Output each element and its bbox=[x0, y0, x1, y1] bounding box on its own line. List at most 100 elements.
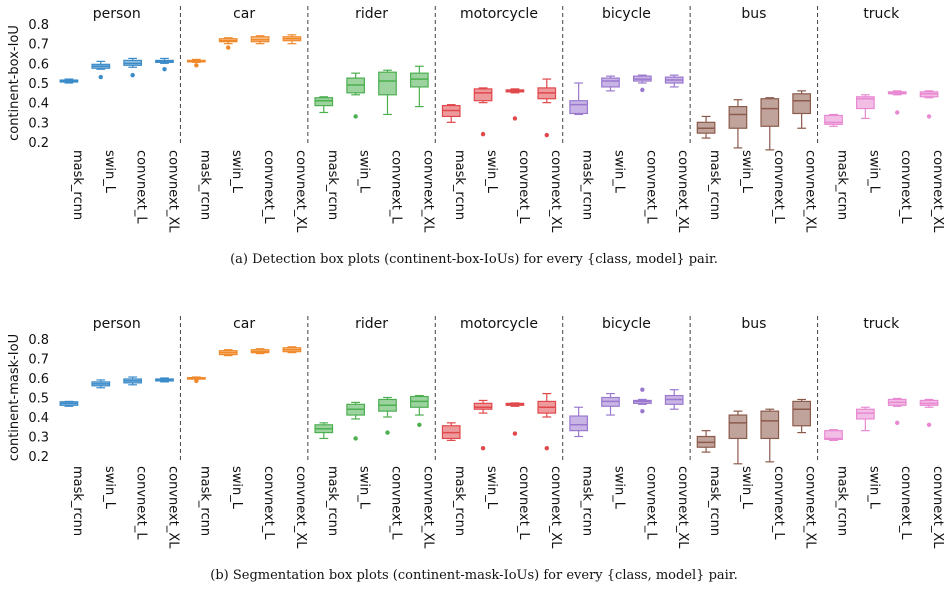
box-motorcycle-swin_L bbox=[473, 88, 493, 102]
x-tick-label: convnext_L bbox=[771, 466, 786, 540]
box-truck-mask_rcnn bbox=[824, 430, 843, 441]
x-tick-label: convnext_XL bbox=[675, 150, 690, 233]
outlier-point bbox=[194, 63, 199, 68]
group-title-person: person bbox=[93, 6, 141, 22]
x-tick-label: convnext_XL bbox=[548, 466, 563, 549]
x-tick-label: swin_L bbox=[102, 466, 117, 510]
x-tick-label: convnext_L bbox=[516, 466, 531, 540]
box-bus-convnext_L bbox=[760, 98, 780, 127]
x-tick-label: convnext_XL bbox=[166, 150, 181, 233]
x-tick-label: swin_L bbox=[229, 466, 244, 510]
outlier-point bbox=[895, 110, 900, 115]
group-title-bicycle: bicycle bbox=[602, 316, 651, 332]
outlier-point bbox=[640, 87, 645, 93]
x-tick-label: mask_rcnn bbox=[70, 466, 85, 536]
outlier-point bbox=[162, 67, 167, 72]
outlier-point bbox=[895, 420, 900, 426]
x-tick-label: mask_rcnn bbox=[707, 150, 722, 220]
box-truck-swin_L bbox=[855, 408, 875, 420]
group-title-motorcycle: motorcycle bbox=[460, 6, 538, 22]
x-tick-label: convnext_XL bbox=[166, 466, 181, 549]
y-tick-label: 0.6 bbox=[28, 57, 49, 72]
outlier-point bbox=[417, 422, 422, 427]
outlier-point bbox=[130, 72, 135, 78]
x-tick-label: convnext_L bbox=[516, 150, 531, 224]
group-title-car: car bbox=[233, 316, 255, 332]
box-rider-convnext_L bbox=[378, 71, 397, 96]
outlier-point bbox=[640, 408, 645, 414]
outlier-point bbox=[926, 422, 932, 427]
y-tick-label: 0.2 bbox=[28, 450, 49, 465]
x-tick-label: mask_rcnn bbox=[325, 150, 340, 220]
outlier-point bbox=[98, 74, 103, 80]
x-tick-label: convnext_L bbox=[898, 466, 913, 540]
x-tick-label: mask_rcnn bbox=[70, 150, 85, 220]
outlier-point bbox=[544, 132, 549, 138]
x-tick-label: convnext_XL bbox=[803, 150, 818, 233]
x-tick-label: convnext_L bbox=[898, 150, 913, 224]
caption-segmentation: (b) Segmentation box plots (continent-ma… bbox=[210, 568, 738, 583]
group-title-person: person bbox=[93, 316, 141, 332]
x-tick-label: swin_L bbox=[357, 150, 372, 194]
x-tick-label: convnext_L bbox=[389, 150, 404, 224]
x-tick-label: mask_rcnn bbox=[580, 466, 595, 536]
y-tick-label: 0.8 bbox=[28, 333, 49, 348]
y-tick-label: 0.5 bbox=[28, 392, 49, 407]
y-tick-label: 0.4 bbox=[28, 411, 49, 426]
group-title-truck: truck bbox=[863, 316, 900, 332]
x-tick-label: mask_rcnn bbox=[835, 150, 850, 220]
box-bus-swin_L bbox=[728, 105, 748, 129]
x-tick-label: convnext_XL bbox=[293, 466, 308, 549]
x-tick-label: swin_L bbox=[866, 466, 881, 510]
group-title-rider: rider bbox=[355, 6, 388, 22]
x-tick-label: convnext_XL bbox=[930, 150, 945, 233]
x-tick-label: swin_L bbox=[357, 466, 372, 510]
x-tick-label: swin_L bbox=[739, 466, 754, 510]
x-tick-label: convnext_L bbox=[261, 466, 276, 540]
x-tick-label: swin_L bbox=[484, 466, 499, 510]
outlier-point bbox=[226, 45, 231, 50]
x-tick-label: mask_rcnn bbox=[325, 466, 340, 536]
x-tick-label: convnext_L bbox=[643, 150, 658, 224]
y-tick-label: 0.7 bbox=[28, 353, 49, 368]
y-axis-label: continent-mask-IoU bbox=[7, 334, 22, 461]
segmentation-boxplot-panel: 0.2 0.3 0.4 0.5 0.6 0.7 0.8 continent-mask-IoU p… bbox=[7, 316, 945, 549]
group-title-truck: truck bbox=[863, 6, 900, 22]
outlier-point bbox=[480, 131, 486, 137]
outlier-point bbox=[512, 116, 518, 121]
x-tick-label: convnext_L bbox=[134, 150, 149, 224]
y-tick-label: 0.5 bbox=[28, 77, 49, 92]
group-title-rider: rider bbox=[355, 316, 388, 332]
y-tick-label: 0.8 bbox=[28, 18, 49, 33]
x-tick-label: swin_L bbox=[739, 150, 754, 194]
x-tick-label: mask_rcnn bbox=[707, 466, 722, 536]
x-tick-label: mask_rcnn bbox=[580, 150, 595, 220]
caption-detection: (a) Detection box plots (continent-box-I… bbox=[230, 252, 718, 267]
outlier-point bbox=[640, 387, 645, 392]
x-tick-label: convnext_L bbox=[134, 466, 149, 540]
x-tick-label: convnext_XL bbox=[420, 150, 435, 233]
x-tick-label: swin_L bbox=[102, 150, 117, 194]
outlier-point bbox=[480, 446, 486, 451]
x-tick-label: convnext_XL bbox=[420, 466, 435, 549]
outlier-point bbox=[194, 378, 199, 384]
outlier-point bbox=[353, 114, 358, 119]
x-tick-label: convnext_L bbox=[389, 466, 404, 540]
box-bus-convnext_XL bbox=[792, 93, 812, 115]
group-title-bicycle: bicycle bbox=[602, 6, 651, 22]
box-bicycle-swin_L bbox=[601, 77, 620, 88]
y-tick-label: 0.2 bbox=[28, 136, 49, 151]
y-tick-label: 0.3 bbox=[28, 116, 49, 131]
x-tick-label: convnext_L bbox=[261, 150, 276, 224]
box-bus-swin_L bbox=[728, 414, 748, 440]
y-tick-label: 0.3 bbox=[28, 431, 49, 446]
outlier-point bbox=[544, 446, 549, 451]
group-title-bus: bus bbox=[741, 6, 766, 22]
box-rider-mask_rcnn bbox=[314, 97, 334, 107]
x-tick-label: convnext_XL bbox=[548, 150, 563, 233]
box-bicycle-mask_rcnn bbox=[569, 100, 589, 115]
box-truck-mask_rcnn bbox=[824, 114, 843, 125]
outlier-point bbox=[926, 114, 932, 119]
x-tick-label: convnext_XL bbox=[803, 466, 818, 549]
